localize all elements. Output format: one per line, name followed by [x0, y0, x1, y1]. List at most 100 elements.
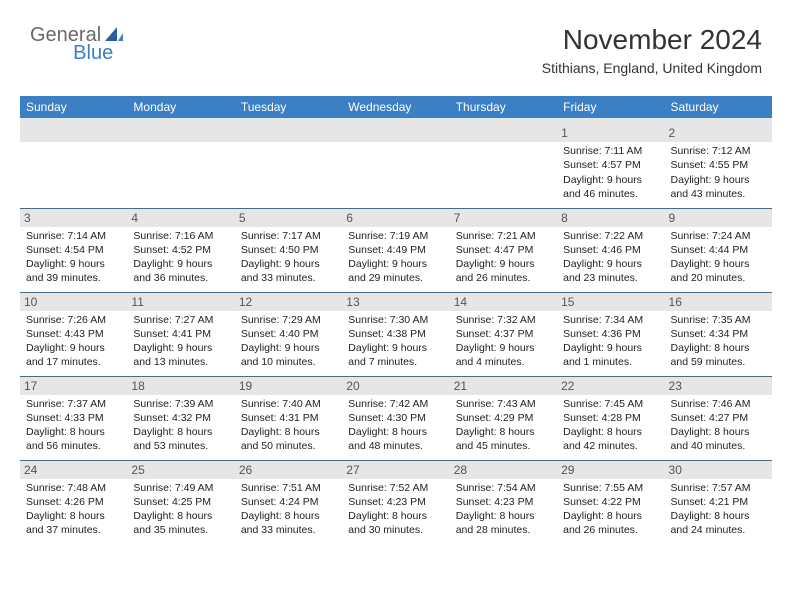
day-details: Sunrise: 7:34 AMSunset: 4:36 PMDaylight:…: [561, 313, 660, 370]
day-number: 19: [235, 377, 342, 395]
day-details: Sunrise: 7:26 AMSunset: 4:43 PMDaylight:…: [24, 313, 123, 370]
calendar-row: 24 Sunrise: 7:48 AMSunset: 4:26 PMDayligh…: [20, 460, 772, 544]
day-details: Sunrise: 7:12 AMSunset: 4:55 PMDaylight:…: [669, 144, 768, 201]
day-number: 23: [665, 377, 772, 395]
calendar-row: 3Sunrise: 7:14 AMSunset: 4:54 PMDaylight…: [20, 208, 772, 292]
calendar-cell: [235, 124, 342, 208]
calendar-cell: [20, 124, 127, 208]
day-details: Sunrise: 7:37 AMSunset: 4:33 PMDaylight:…: [24, 397, 123, 454]
calendar-cell: 17 Sunrise: 7:37 AMSunset: 4:33 PMDayligh…: [20, 376, 127, 460]
day-details: Sunrise: 7:22 AMSunset: 4:46 PMDaylight:…: [561, 229, 660, 286]
day-details: Sunrise: 7:29 AMSunset: 4:40 PMDaylight:…: [239, 313, 338, 370]
day-number: 10: [20, 293, 127, 311]
day-details: Sunrise: 7:24 AMSunset: 4:44 PMDaylight:…: [669, 229, 768, 286]
calendar-cell: [127, 124, 234, 208]
calendar-cell: 6Sunrise: 7:19 AMSunset: 4:49 PMDaylight…: [342, 208, 449, 292]
day-details: Sunrise: 7:55 AMSunset: 4:22 PMDaylight:…: [561, 481, 660, 538]
day-details: Sunrise: 7:52 AMSunset: 4:23 PMDaylight:…: [346, 481, 445, 538]
calendar-cell: 27 Sunrise: 7:52 AMSunset: 4:23 PMDayligh…: [342, 460, 449, 544]
calendar-cell: 7Sunrise: 7:21 AMSunset: 4:47 PMDaylight…: [450, 208, 557, 292]
day-number: 9: [665, 209, 772, 227]
weekday-header: Tuesday: [235, 96, 342, 118]
calendar-cell: 2 Sunrise: 7:12 AMSunset: 4:55 PMDaylight…: [665, 124, 772, 208]
day-number: 12: [235, 293, 342, 311]
calendar-cell: 13Sunrise: 7:30 AMSunset: 4:38 PMDayligh…: [342, 292, 449, 376]
day-details: Sunrise: 7:39 AMSunset: 4:32 PMDaylight:…: [131, 397, 230, 454]
calendar-cell: 18Sunrise: 7:39 AMSunset: 4:32 PMDayligh…: [127, 376, 234, 460]
calendar-cell: 5 Sunrise: 7:17 AMSunset: 4:50 PMDaylight…: [235, 208, 342, 292]
calendar-row: 10 Sunrise: 7:26 AMSunset: 4:43 PMDayligh…: [20, 292, 772, 376]
title-block: November 2024 Stithians, England, United…: [542, 24, 762, 76]
calendar-cell: 29 Sunrise: 7:55 AMSunset: 4:22 PMDayligh…: [557, 460, 664, 544]
logo-text-blue: Blue: [73, 42, 113, 65]
day-number: 22: [557, 377, 664, 395]
day-number-empty: [20, 124, 127, 142]
day-number: 26: [235, 461, 342, 479]
day-details: Sunrise: 7:46 AMSunset: 4:27 PMDaylight:…: [669, 397, 768, 454]
calendar-cell: 20 Sunrise: 7:42 AMSunset: 4:30 PMDayligh…: [342, 376, 449, 460]
calendar-cell: 23 Sunrise: 7:46 AMSunset: 4:27 PMDayligh…: [665, 376, 772, 460]
calendar-cell: [450, 124, 557, 208]
day-details: Sunrise: 7:54 AMSunset: 4:23 PMDaylight:…: [454, 481, 553, 538]
day-details: Sunrise: 7:32 AMSunset: 4:37 PMDaylight:…: [454, 313, 553, 370]
day-details: Sunrise: 7:14 AMSunset: 4:54 PMDaylight:…: [24, 229, 123, 286]
calendar-cell: 26 Sunrise: 7:51 AMSunset: 4:24 PMDayligh…: [235, 460, 342, 544]
day-number-empty: [342, 124, 449, 142]
calendar-cell: 12 Sunrise: 7:29 AMSunset: 4:40 PMDayligh…: [235, 292, 342, 376]
day-number: 21: [450, 377, 557, 395]
day-number: 5: [235, 209, 342, 227]
weekday-header: Sunday: [20, 96, 127, 118]
day-details: Sunrise: 7:27 AMSunset: 4:41 PMDaylight:…: [131, 313, 230, 370]
day-number: 20: [342, 377, 449, 395]
calendar-cell: 11Sunrise: 7:27 AMSunset: 4:41 PMDayligh…: [127, 292, 234, 376]
day-details: Sunrise: 7:51 AMSunset: 4:24 PMDaylight:…: [239, 481, 338, 538]
day-number: 8: [557, 209, 664, 227]
day-details: Sunrise: 7:30 AMSunset: 4:38 PMDaylight:…: [346, 313, 445, 370]
day-number: 17: [20, 377, 127, 395]
weekday-header: Monday: [127, 96, 234, 118]
day-number-empty: [450, 124, 557, 142]
weekday-header-row: Sunday Monday Tuesday Wednesday Thursday…: [20, 96, 772, 118]
day-number: 24: [20, 461, 127, 479]
month-title: November 2024: [542, 24, 762, 56]
day-number: 25: [127, 461, 234, 479]
weekday-header: Friday: [557, 96, 664, 118]
calendar-cell: [342, 124, 449, 208]
day-number: 16: [665, 293, 772, 311]
day-details: Sunrise: 7:21 AMSunset: 4:47 PMDaylight:…: [454, 229, 553, 286]
day-number: 29: [557, 461, 664, 479]
day-details: Sunrise: 7:11 AMSunset: 4:57 PMDaylight:…: [561, 144, 660, 201]
calendar-cell: 9 Sunrise: 7:24 AMSunset: 4:44 PMDaylight…: [665, 208, 772, 292]
day-details: Sunrise: 7:40 AMSunset: 4:31 PMDaylight:…: [239, 397, 338, 454]
calendar-cell: 3Sunrise: 7:14 AMSunset: 4:54 PMDaylight…: [20, 208, 127, 292]
calendar-cell: 25 Sunrise: 7:49 AMSunset: 4:25 PMDayligh…: [127, 460, 234, 544]
weekday-header: Thursday: [450, 96, 557, 118]
calendar-cell: 15Sunrise: 7:34 AMSunset: 4:36 PMDayligh…: [557, 292, 664, 376]
calendar-cell: 28Sunrise: 7:54 AMSunset: 4:23 PMDayligh…: [450, 460, 557, 544]
day-number: 2: [665, 124, 772, 142]
calendar-cell: 24 Sunrise: 7:48 AMSunset: 4:26 PMDayligh…: [20, 460, 127, 544]
weekday-header: Wednesday: [342, 96, 449, 118]
day-details: Sunrise: 7:35 AMSunset: 4:34 PMDaylight:…: [669, 313, 768, 370]
calendar-cell: 22 Sunrise: 7:45 AMSunset: 4:28 PMDayligh…: [557, 376, 664, 460]
calendar-cell: 21Sunrise: 7:43 AMSunset: 4:29 PMDayligh…: [450, 376, 557, 460]
calendar-table: Sunday Monday Tuesday Wednesday Thursday…: [20, 96, 772, 544]
day-details: Sunrise: 7:19 AMSunset: 4:49 PMDaylight:…: [346, 229, 445, 286]
day-details: Sunrise: 7:49 AMSunset: 4:25 PMDaylight:…: [131, 481, 230, 538]
calendar-body: 1Sunrise: 7:11 AMSunset: 4:57 PMDaylight…: [20, 124, 772, 544]
calendar-cell: 30 Sunrise: 7:57 AMSunset: 4:21 PMDayligh…: [665, 460, 772, 544]
day-details: Sunrise: 7:17 AMSunset: 4:50 PMDaylight:…: [239, 229, 338, 286]
logo: General Blue: [30, 24, 149, 47]
day-details: Sunrise: 7:45 AMSunset: 4:28 PMDaylight:…: [561, 397, 660, 454]
day-details: Sunrise: 7:57 AMSunset: 4:21 PMDaylight:…: [669, 481, 768, 538]
day-number: 4: [127, 209, 234, 227]
calendar-cell: 8 Sunrise: 7:22 AMSunset: 4:46 PMDaylight…: [557, 208, 664, 292]
calendar-cell: 19 Sunrise: 7:40 AMSunset: 4:31 PMDayligh…: [235, 376, 342, 460]
weekday-header: Saturday: [665, 96, 772, 118]
day-details: Sunrise: 7:48 AMSunset: 4:26 PMDaylight:…: [24, 481, 123, 538]
calendar-cell: 4Sunrise: 7:16 AMSunset: 4:52 PMDaylight…: [127, 208, 234, 292]
calendar-cell: 16 Sunrise: 7:35 AMSunset: 4:34 PMDayligh…: [665, 292, 772, 376]
day-number: 30: [665, 461, 772, 479]
day-number: 27: [342, 461, 449, 479]
day-details: Sunrise: 7:42 AMSunset: 4:30 PMDaylight:…: [346, 397, 445, 454]
